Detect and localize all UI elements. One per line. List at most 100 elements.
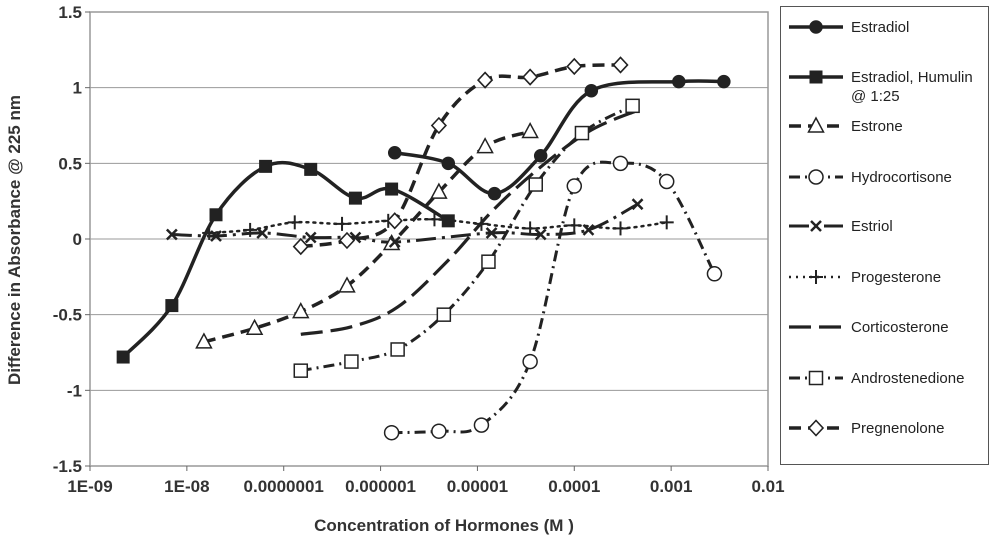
data-point-pregnenolone bbox=[566, 57, 583, 76]
x-tick-label: 0.00001 bbox=[447, 477, 508, 496]
legend-swatch-marker bbox=[809, 20, 823, 34]
data-point-estriol bbox=[582, 224, 595, 236]
series-markers bbox=[116, 56, 731, 441]
legend-swatch-marker bbox=[807, 419, 825, 437]
data-point-androstenedione bbox=[528, 177, 543, 192]
legend-svg: Estradiol Estradiol, Humulin @ 1:25 Estrone… bbox=[789, 19, 973, 437]
data-point-androstenedione bbox=[344, 354, 359, 369]
data-point-pregnenolone bbox=[292, 237, 309, 256]
data-point-pregnenolone bbox=[386, 212, 403, 230]
y-tick-label: 0 bbox=[73, 230, 82, 249]
data-point-estradiol-humulin-1-25 bbox=[116, 350, 130, 364]
tick-labels: -1.5 -1 -0.5 0 0.5 1 1.5 1E-09 1E-08 0.0000001 0.0… bbox=[53, 3, 785, 496]
x-marker-stroke bbox=[210, 230, 222, 242]
axes bbox=[85, 11, 769, 471]
data-point-progesterone bbox=[335, 216, 350, 231]
data-point-estrone bbox=[430, 182, 448, 199]
x-marker-stroke bbox=[582, 224, 595, 236]
x-tick-label: 1E-09 bbox=[67, 477, 112, 496]
legend-swatch-marker bbox=[808, 370, 824, 386]
data-point-estradiol-humulin-1-25 bbox=[441, 214, 455, 228]
y-tick-label: -1 bbox=[67, 381, 82, 400]
data-point-estradiol-humulin-1-25 bbox=[259, 159, 273, 173]
data-point-estradiol bbox=[387, 145, 402, 160]
data-point-hydrocortisone bbox=[383, 424, 400, 441]
legend-label: Estrone bbox=[851, 118, 903, 135]
legend-label: Hydrocortisone bbox=[851, 169, 952, 186]
data-point-estradiol bbox=[717, 74, 731, 89]
legend-item-estriol: Estriol bbox=[789, 218, 893, 235]
data-point-estradiol-humulin-1-25 bbox=[304, 162, 318, 176]
data-point-hydrocortisone bbox=[612, 155, 629, 172]
data-point-progesterone bbox=[567, 218, 582, 233]
data-point-progesterone bbox=[427, 212, 442, 227]
data-point-estriol bbox=[304, 231, 317, 244]
data-point-androstenedione bbox=[293, 363, 309, 378]
series-line-hydrocortisone bbox=[391, 160, 716, 435]
legend-item-pregnenolone: Pregnenolone bbox=[789, 419, 944, 437]
data-point-estradiol bbox=[672, 74, 686, 89]
series-line-estradiol bbox=[394, 79, 724, 196]
data-point-estriol bbox=[631, 198, 644, 211]
x-tick-label: 0.01 bbox=[751, 477, 784, 496]
legend-item-corticosterone: Corticosterone bbox=[789, 319, 949, 336]
data-point-estradiol bbox=[533, 149, 548, 163]
x-tick-label: 1E-08 bbox=[164, 477, 209, 496]
x-marker-stroke bbox=[485, 227, 498, 239]
data-point-progesterone bbox=[202, 225, 217, 240]
data-point-estrone bbox=[521, 121, 539, 139]
legend-label: Corticosterone bbox=[851, 319, 949, 336]
data-point-estradiol-humulin-1-25 bbox=[165, 299, 179, 313]
y-tick-label: 1 bbox=[73, 79, 82, 98]
legend-label: Estradiol, Humulin bbox=[851, 69, 973, 86]
y-tick-label: 0.5 bbox=[58, 154, 82, 173]
data-point-progesterone bbox=[523, 221, 538, 236]
data-point-pregnenolone bbox=[430, 116, 447, 135]
data-point-estrone bbox=[292, 302, 310, 319]
series-line-pregnenolone bbox=[300, 63, 621, 249]
series-line-estriol bbox=[171, 202, 639, 244]
data-point-pregnenolone bbox=[612, 56, 629, 74]
legend-item-estrone: Estrone bbox=[789, 116, 903, 135]
data-point-estrone bbox=[245, 318, 264, 336]
x-tick-label: 0.0001 bbox=[548, 477, 600, 496]
legend-item-hydrocortisone: Hydrocortisone bbox=[789, 169, 952, 186]
legend: Estradiol Estradiol, Humulin @ 1:25 Estrone… bbox=[780, 6, 989, 465]
data-point-estriol bbox=[534, 228, 547, 241]
legend-label: Estradiol bbox=[851, 19, 909, 36]
data-point-estrone bbox=[195, 332, 213, 349]
y-tick-label: 1.5 bbox=[58, 3, 82, 22]
data-point-androstenedione bbox=[625, 98, 640, 114]
data-point-estriol bbox=[485, 227, 498, 239]
data-point-progesterone bbox=[287, 215, 302, 230]
data-point-hydrocortisone bbox=[566, 178, 583, 194]
legend-item-estradiol-humulin-1-25: Estradiol, Humulin @ 1:25 bbox=[789, 69, 973, 105]
legend-item-androstenedione: Androstenedione bbox=[789, 370, 964, 387]
legend-label: Progesterone bbox=[851, 269, 941, 286]
x-marker-stroke bbox=[631, 198, 644, 211]
x-tick-label: 0.001 bbox=[650, 477, 693, 496]
data-point-estradiol-humulin-1-25 bbox=[209, 208, 223, 222]
y-tick-label: -0.5 bbox=[53, 306, 82, 325]
y-axis-title: Difference in Absorbance @ 225 nm bbox=[5, 95, 24, 385]
data-point-androstenedione bbox=[481, 254, 496, 269]
legend-item-estradiol: Estradiol bbox=[789, 19, 909, 36]
data-point-progesterone bbox=[243, 222, 258, 237]
data-point-androstenedione bbox=[574, 125, 590, 141]
data-point-estradiol bbox=[441, 156, 456, 171]
legend-swatch-marker bbox=[809, 270, 823, 284]
data-point-estradiol-humulin-1-25 bbox=[348, 191, 362, 205]
data-point-pregnenolone bbox=[477, 71, 494, 89]
data-point-pregnenolone bbox=[522, 68, 539, 86]
data-point-estrone bbox=[338, 276, 356, 293]
legend-label: Androstenedione bbox=[851, 370, 964, 387]
data-point-estradiol bbox=[584, 83, 599, 98]
legend-label: @ 1:25 bbox=[851, 88, 900, 105]
y-tick-label: -1.5 bbox=[53, 457, 82, 476]
legend-swatch-marker bbox=[809, 70, 823, 84]
data-point-androstenedione bbox=[436, 307, 452, 322]
x-marker-stroke bbox=[534, 228, 547, 241]
data-point-androstenedione bbox=[390, 342, 405, 357]
